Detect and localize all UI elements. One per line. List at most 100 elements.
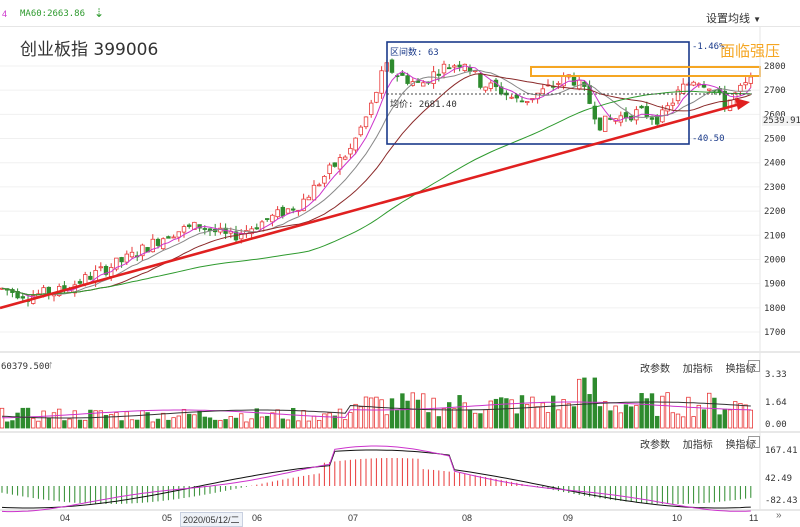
volume-bar bbox=[670, 412, 675, 429]
volume-bar bbox=[301, 410, 306, 429]
volume-bar bbox=[160, 412, 166, 429]
x-label-04: 04 bbox=[60, 513, 71, 523]
candle-body bbox=[150, 238, 155, 253]
x-label-date: 2020/05/12/二 bbox=[180, 512, 243, 527]
volume-bar bbox=[733, 401, 738, 429]
volume-bar bbox=[212, 419, 218, 429]
macd-add-indicator-button[interactable]: 加指标 bbox=[682, 440, 713, 451]
volume-bar bbox=[41, 410, 46, 429]
box-high-label: -1.46% bbox=[692, 42, 725, 52]
candle-body bbox=[374, 91, 379, 103]
resistance-annotation: 面临强压 bbox=[720, 42, 781, 60]
candle-body bbox=[171, 236, 176, 239]
candle-body bbox=[488, 82, 493, 89]
candle-body bbox=[83, 274, 88, 285]
volume-bar bbox=[738, 403, 743, 429]
volume-bar bbox=[707, 392, 712, 429]
x-label-11: 11 bbox=[749, 513, 759, 523]
price-tick-label: 2000 bbox=[764, 255, 786, 265]
volume-bar bbox=[582, 377, 587, 429]
x-label-06: 06 bbox=[252, 513, 263, 523]
macd-panel-buttons: 改参数 加指标 换指标 bbox=[640, 436, 756, 451]
volume-bar bbox=[83, 419, 88, 429]
volume-bar bbox=[696, 404, 701, 429]
volume-bar bbox=[488, 400, 493, 429]
candle-body bbox=[301, 198, 306, 212]
candle-body bbox=[202, 228, 207, 230]
volume-bar bbox=[722, 408, 727, 429]
volume-bar bbox=[155, 418, 161, 429]
volume-ma5-line bbox=[1, 401, 751, 419]
volume-bar bbox=[452, 408, 457, 429]
volume-bar bbox=[467, 409, 473, 429]
settings-ma-button[interactable]: 设置均线 ▼ bbox=[706, 10, 761, 26]
volume-bar bbox=[571, 406, 577, 429]
volume-bar bbox=[285, 419, 291, 429]
candle-body bbox=[701, 84, 707, 88]
price-tick-label: 2300 bbox=[764, 183, 786, 193]
volume-bar bbox=[603, 401, 608, 429]
candle-body bbox=[389, 59, 395, 73]
volume-bar bbox=[259, 416, 265, 429]
macd-edit-params-button[interactable]: 改参数 bbox=[640, 440, 670, 451]
candle-body bbox=[509, 96, 514, 99]
trend-line bbox=[0, 102, 741, 310]
volume-bar bbox=[171, 417, 176, 429]
price-tick-label: 2100 bbox=[764, 231, 786, 241]
volume-bar bbox=[93, 410, 98, 429]
macd-tick-bottom: -82.43 bbox=[765, 496, 798, 506]
macd-dif-line bbox=[1, 449, 751, 509]
volume-bar bbox=[25, 407, 31, 429]
volume-bar bbox=[660, 395, 665, 429]
macd-close-icon[interactable]: × bbox=[748, 436, 760, 448]
volume-close-icon[interactable]: × bbox=[748, 360, 760, 372]
ma60-label: MA60:2663.86 bbox=[20, 9, 86, 19]
volume-add-indicator-button[interactable]: 加指标 bbox=[682, 364, 713, 375]
volume-bar bbox=[457, 395, 462, 429]
volume-bar bbox=[446, 402, 452, 429]
candle-body bbox=[98, 266, 103, 269]
price-tick-label: 1800 bbox=[764, 304, 786, 314]
volume-bar bbox=[540, 402, 545, 429]
candle-body bbox=[254, 227, 259, 230]
volume-bar bbox=[592, 377, 597, 429]
candle-body bbox=[592, 105, 597, 120]
volume-bar bbox=[197, 410, 202, 429]
settings-ma-label: 设置均线 bbox=[706, 13, 750, 25]
volume-bar bbox=[280, 418, 285, 429]
volume-bar bbox=[290, 407, 296, 429]
volume-bar bbox=[311, 415, 317, 429]
candle-body bbox=[363, 116, 369, 128]
volume-change-indicator-button[interactable]: 换指标 bbox=[725, 364, 756, 375]
volume-bar bbox=[353, 403, 358, 429]
volume-bar bbox=[36, 420, 41, 429]
candle-body bbox=[280, 206, 285, 217]
price-tick-label: 1700 bbox=[764, 328, 786, 338]
ma-dropdown-icon[interactable]: ⇣ bbox=[94, 6, 105, 20]
candle-body bbox=[707, 88, 712, 91]
volume-bar bbox=[103, 415, 109, 429]
volume-bar bbox=[691, 416, 696, 429]
volume-bar bbox=[57, 408, 62, 429]
volume-bar bbox=[77, 419, 83, 429]
volume-bar bbox=[441, 408, 447, 429]
volume-bar bbox=[30, 417, 36, 429]
volume-bar bbox=[270, 412, 275, 429]
candle-body bbox=[311, 184, 317, 201]
box-average-label: 均价: 2681.40 bbox=[390, 100, 457, 110]
scroll-right-icon[interactable]: » bbox=[776, 510, 782, 521]
volume-edit-params-button[interactable]: 改参数 bbox=[640, 364, 670, 375]
volume-bar bbox=[379, 399, 384, 429]
candle-body bbox=[634, 109, 639, 121]
volume-bar bbox=[514, 413, 519, 429]
selection-box[interactable] bbox=[386, 41, 690, 145]
volume-bar bbox=[655, 415, 660, 429]
volume-bar bbox=[405, 400, 410, 429]
price-tick-label: 2200 bbox=[764, 207, 786, 217]
price-tick-label: 2600 bbox=[764, 110, 786, 120]
volume-bar bbox=[535, 406, 540, 429]
volume-bar bbox=[483, 409, 488, 429]
macd-change-indicator-button[interactable]: 换指标 bbox=[725, 440, 756, 451]
candle-body bbox=[353, 137, 358, 151]
volume-bar bbox=[202, 416, 207, 429]
